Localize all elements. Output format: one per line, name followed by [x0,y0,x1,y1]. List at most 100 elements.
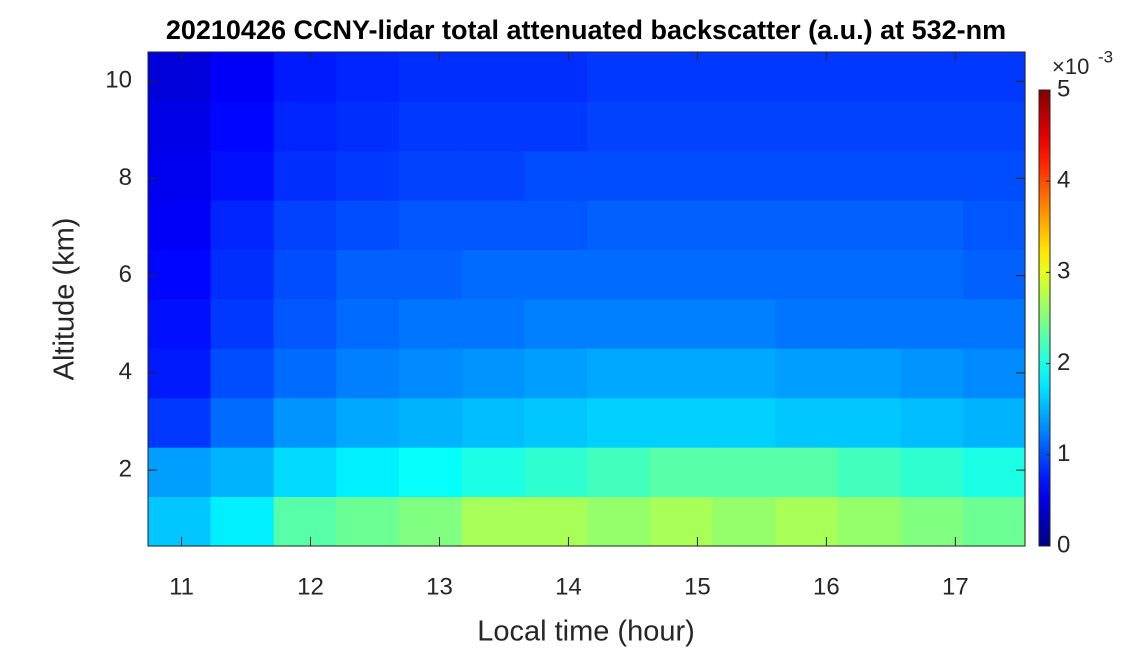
cell [837,298,902,349]
cell [837,447,902,498]
colorbar-tick-label: 2 [1057,349,1070,376]
cell [712,249,777,300]
cell [837,52,902,102]
cell [462,397,526,448]
cell [963,52,1026,102]
y-tick-label: 10 [105,67,132,94]
x-tick-label: 13 [426,573,453,600]
colorbar-tick-label: 4 [1057,167,1070,194]
cell [587,249,651,300]
cell [587,348,651,399]
cell [900,496,964,547]
cell [336,150,400,201]
cell [148,200,212,251]
cell [273,101,337,152]
cell [148,348,212,399]
cell [587,447,651,498]
cell [273,52,337,102]
cell [963,348,1026,399]
cell [336,52,400,102]
y-axis-label: Altitude (km) [49,218,81,381]
cell [148,447,212,498]
cell [775,397,839,448]
cell [900,447,964,498]
cell [210,52,275,102]
cell [900,200,964,251]
cell [712,200,777,251]
cell [900,101,964,152]
cell [587,52,651,102]
x-tick-label: 11 [169,573,194,600]
cell [649,150,713,201]
cell [712,298,777,349]
cell [148,397,212,448]
cell [837,496,902,547]
colorbar-tick-label: 5 [1057,75,1070,102]
cell [524,348,588,399]
cell [775,298,839,349]
cell [148,249,212,300]
cell [398,249,463,300]
cell [775,52,839,102]
cell [462,447,526,498]
cell [398,52,463,102]
cell [900,348,964,399]
y-tick-label: 8 [119,164,132,191]
cell [336,298,400,349]
x-tick-label: 14 [555,573,582,600]
cell [398,447,463,498]
cell [963,447,1026,498]
colorbar-tick-label: 0 [1057,531,1070,558]
cell [837,101,902,152]
colorbar-tick-label: 1 [1057,440,1070,467]
cell [587,496,651,547]
plot-frame [147,51,1026,547]
cell [210,496,275,547]
colorbar-exponent: -3 [1098,47,1113,66]
cell [210,447,275,498]
cell [462,496,526,547]
colorbar: 0 1 2 3 4 5 [1038,75,1070,558]
cell [336,348,400,399]
cell [398,298,463,349]
x-tick-label: 17 [942,573,969,600]
cell [649,397,713,448]
cell [273,150,337,201]
cell [963,200,1026,251]
cell [775,249,839,300]
cell [462,249,526,300]
cell [775,447,839,498]
cell [900,298,964,349]
cell [712,447,777,498]
cell [336,496,400,547]
cell [273,496,337,547]
cell [587,101,651,152]
cell [900,397,964,448]
cell [524,447,588,498]
cell [462,298,526,349]
cell [587,200,651,251]
cell [775,496,839,547]
cell [148,496,212,547]
cell [649,496,713,547]
cell [649,249,713,300]
cell [462,200,526,251]
cell [963,150,1026,201]
cell [963,496,1026,547]
cell [524,397,588,448]
cell [398,101,463,152]
cell [148,101,212,152]
cell [336,447,400,498]
cell [398,200,463,251]
cell [336,249,400,300]
cell [900,52,964,102]
x-tick-label: 15 [684,573,711,600]
cell [587,150,651,201]
cell [210,298,275,349]
cell [524,298,588,349]
cell [775,150,839,201]
cell [712,52,777,102]
y-tick-label: 2 [119,455,132,482]
cell [148,298,212,349]
